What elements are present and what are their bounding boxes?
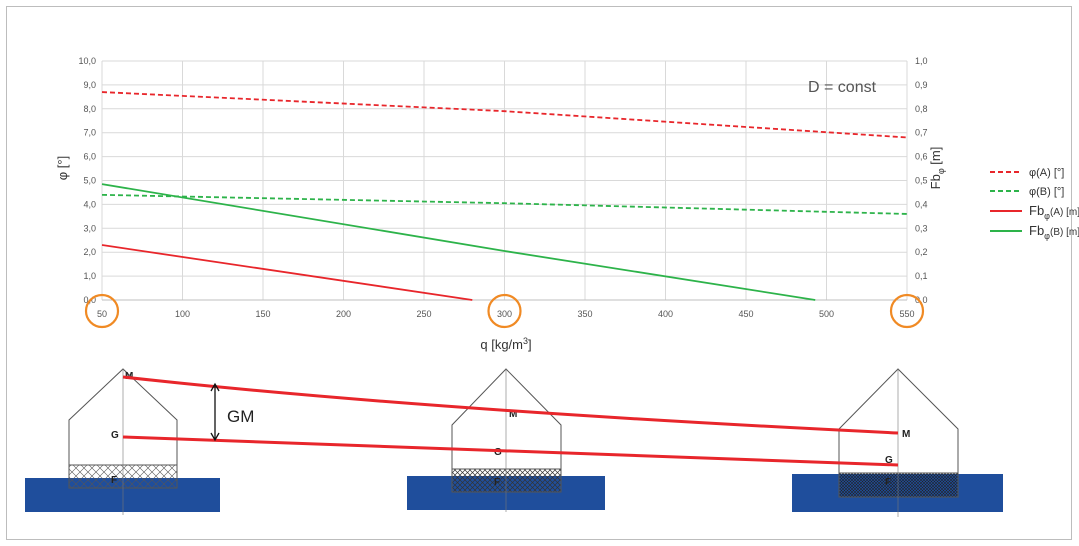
x-tick-label: 200 [336,309,351,319]
house-1: M G F [25,368,220,515]
annotation-d-const: D = const [808,79,877,96]
svg-text:q [kg/m3]: q [kg/m3] [480,336,531,352]
x-tick-label: 550 [899,309,914,319]
y-axis-right-label-unit: [m] [928,147,943,169]
y-right-tick-label: 0,7 [915,128,928,138]
y-left-tick-label: 6,0 [83,152,96,162]
house-3-m-label: M [902,429,910,440]
y-right-tick-label: 0,8 [915,104,928,114]
stability-diagram: M G F M G F M G F GM [25,368,1003,517]
legend-label-main: Fb [1029,203,1044,218]
y-left-tick-label: 10,0 [78,56,96,66]
y-left-tick-label: 1,0 [83,271,96,281]
series-line-3 [101,244,473,301]
x-tick-label: 250 [416,309,431,319]
chart-ticks: 0,0 0,01,0 0,12,0 0,23,0 0,34,0 0,45,0 0,56,0 0… [78,56,927,319]
series-line-4 [101,183,816,301]
x-tick-label: 350 [577,309,592,319]
gm-label: GM [227,407,254,426]
x-axis-label-end: ] [528,337,532,352]
house-2-m-label: M [509,409,517,420]
gm-arrow-head-bottom [210,432,220,442]
highlight-circle-3 [889,293,925,329]
y-left-tick-label: 9,0 [83,80,96,90]
chart-series-group [101,91,908,301]
y-right-tick-label: 0,3 [915,223,928,233]
highlight-circle-2 [487,293,522,329]
y-axis-right-label-group: Fbφ [m] [928,147,946,190]
x-tick-label: 50 [97,309,107,319]
x-tick-label: 450 [738,309,753,319]
x-tick-label: 150 [255,309,270,319]
y-right-tick-label: 1,0 [915,56,928,66]
y-left-tick-label: 7,0 [83,128,96,138]
y-right-tick-label: 0,5 [915,176,928,186]
house-2: M G F [407,368,605,512]
y-right-tick-label: 0,1 [915,271,928,281]
legend-label-sub: φ [1044,231,1050,241]
y-right-tick-label: 0,2 [915,247,928,257]
legend-label-tail: (A) [m] [1050,207,1079,218]
chart-grid [101,60,908,301]
chart-legend: φ(A) [°]φ(B) [°]Fbφ(A) [m]Fbφ(B) [m] [990,167,1079,241]
y-right-tick-label: 0,6 [915,152,928,162]
legend-label-tail: (B) [m] [1050,227,1079,238]
series-line-2 [101,193,908,215]
legend-label-sub: φ [1044,211,1050,221]
y-left-tick-label: 4,0 [83,199,96,209]
y-left-tick-label: 3,0 [83,223,96,233]
x-axis-label-main: q [kg/m [480,337,523,352]
gm-arrow-head-top [210,382,220,392]
y-right-tick-label: 0,4 [915,199,928,209]
x-tick-label: 300 [497,309,512,319]
highlight-circle-1 [84,293,120,329]
gravity-center-line [122,435,899,467]
y-left-tick-label: 8,0 [83,104,96,114]
house-1-f-label: F [111,475,117,486]
y-axis-left-label: φ [°] [55,156,70,180]
y-right-tick-label: 0,9 [915,80,928,90]
x-tick-label: 500 [819,309,834,319]
y-axis-right-label-main: Fb [928,174,943,189]
series-line-1 [101,91,908,139]
house-2-f-label: F [494,477,500,488]
y-left-tick-label: 5,0 [83,176,96,186]
legend-label-main: Fb [1029,223,1044,238]
house-3: M G F [792,368,1003,517]
legend-label-1: φ(A) [°] [1029,167,1064,179]
legend-label-main: φ(B) [°] [1029,186,1064,198]
x-tick-label: 400 [658,309,673,319]
submerged-part-3 [838,472,959,498]
legend-label-3: Fbφ(A) [m] [1029,203,1079,221]
metacenter-line [122,375,899,435]
highlight-circles [84,293,925,329]
submerged-part-2 [451,468,562,493]
house-3-f-label: F [885,477,891,488]
x-tick-label: 100 [175,309,190,319]
house-2-g-label: G [494,447,502,458]
figure-frame [6,6,1072,540]
house-1-g-label: G [111,430,119,441]
svg-text:Fbφ [m]: Fbφ [m] [928,147,946,190]
legend-label-4: Fbφ(B) [m] [1029,223,1079,241]
x-axis-label-sup: 3 [523,336,528,346]
y-left-tick-label: 2,0 [83,247,96,257]
legend-label-main: φ(A) [°] [1029,167,1064,179]
x-axis-label: q [kg/m3] [480,336,531,352]
y-right-tick-label: 0,0 [915,295,928,305]
y-axis-right-label-sub: φ [936,168,946,174]
legend-label-2: φ(B) [°] [1029,186,1064,198]
house-3-g-label: G [885,455,893,466]
